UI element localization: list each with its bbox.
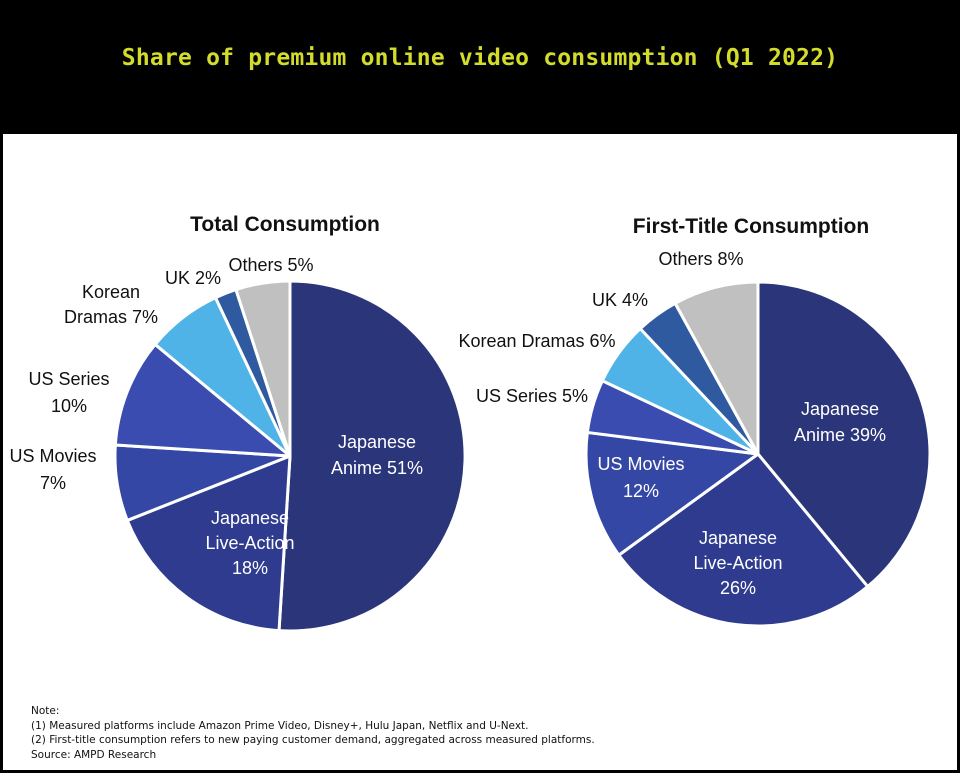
pie-chart-2: First-Title Consumption Japanese Anime 39%… (458, 215, 932, 628)
slice-label-korean-dramas: Korean Dramas 7% (64, 282, 158, 327)
slice-label-uk: UK 2% (165, 268, 221, 288)
page-title: Share of premium online video consumptio… (121, 45, 839, 71)
pie-charts: Total Consumption Japanese Anime 51% Japane… (9, 213, 932, 633)
pie-slice-us-movies (584, 430, 760, 557)
slice-label-others: Others 8% (658, 249, 743, 269)
slice-label-japanese-anime: Japanese Anime 39% (794, 399, 886, 445)
footnotes: Note: (1) Measured platforms include Ama… (31, 704, 911, 762)
note-source: Source: AMPD Research (31, 748, 157, 761)
slice-label-others: Others 5% (228, 255, 313, 275)
slice-label-uk: UK 4% (592, 290, 648, 310)
slice-label-us-movies: US Movies 12% (597, 454, 684, 501)
pie-slice-others (234, 279, 292, 458)
header-bar: Share of premium online video consumptio… (0, 0, 960, 134)
pie-slice-japanese-live-action (617, 452, 870, 628)
pie-chart-1: Total Consumption Japanese Anime 51% Japane… (9, 213, 467, 633)
slice-label-japanese-anime: Japanese Anime 51% (331, 432, 423, 478)
pie-slice-us-series (113, 342, 292, 458)
note-line-1: (1) Measured platforms include Amazon Pr… (31, 719, 529, 732)
slice-label-us-series: US Series 5% (476, 386, 588, 406)
note-line-2: (2) First-title consumption refers to ne… (31, 734, 595, 747)
pie-slice-others (673, 280, 760, 456)
pie-slice-japanese-anime (756, 280, 932, 589)
slice-label-korean-dramas: Korean Dramas 6% (458, 331, 615, 351)
slice-label-japanese-live-action: Japanese Live-Action 26% (693, 528, 782, 598)
note-heading: Note: (31, 705, 60, 717)
pie-slice-japanese-anime (277, 279, 467, 633)
slice-label-us-series: US Series 10% (28, 369, 109, 416)
chart-title: Total Consumption (190, 213, 380, 236)
chart-title: First-Title Consumption (633, 215, 869, 238)
pie-slice-japanese-live-action (125, 454, 292, 633)
chart-panel: Total Consumption Japanese Anime 51% Japane… (3, 134, 957, 770)
slice-label-japanese-live-action: Japanese Live-Action 18% (205, 508, 294, 578)
slice-label-us-movies: US Movies 7% (9, 446, 96, 493)
